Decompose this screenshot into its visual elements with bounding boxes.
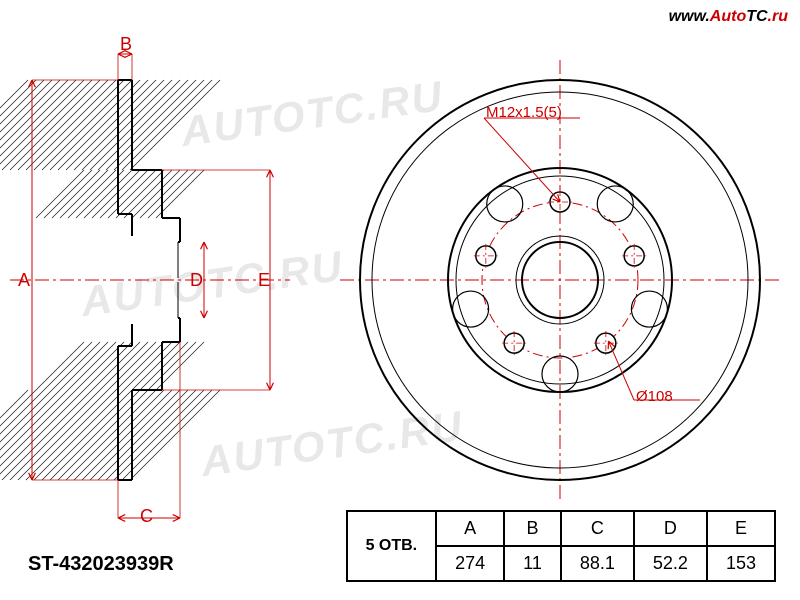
source-url: www.AutoTC.ru	[669, 8, 788, 26]
val-cell: 11	[504, 546, 561, 581]
part-number: ST-432023939R	[28, 553, 174, 576]
col-header: A	[436, 511, 504, 546]
val-cell: 52.2	[634, 546, 707, 581]
col-header: B	[504, 511, 561, 546]
val-cell: 153	[707, 546, 775, 581]
col-header: E	[707, 511, 775, 546]
dim-label-e: E	[258, 270, 270, 291]
val-cell: 274	[436, 546, 504, 581]
col-header: D	[634, 511, 707, 546]
url-prefix: www.	[669, 8, 710, 25]
bolt-callout: M12x1.5(5)	[486, 104, 562, 121]
col-header: C	[561, 511, 634, 546]
dim-label-c: C	[140, 506, 153, 527]
dim-label-d: D	[190, 270, 203, 291]
val-cell: 88.1	[561, 546, 634, 581]
url-mid: Auto	[710, 8, 746, 25]
pcd-callout: Ø108	[636, 388, 673, 405]
dim-label-a: A	[18, 270, 30, 291]
holes-cell: 5 ОТВ.	[347, 511, 437, 581]
url-suffix: TC	[746, 8, 767, 25]
dimensions-table: 5 ОТВ. A B C D E 274 11 88.1 52.2 153	[346, 510, 776, 582]
table-row: 5 ОТВ. A B C D E	[347, 511, 775, 546]
url-ext: .ru	[768, 8, 788, 25]
dim-label-b: B	[120, 34, 132, 55]
